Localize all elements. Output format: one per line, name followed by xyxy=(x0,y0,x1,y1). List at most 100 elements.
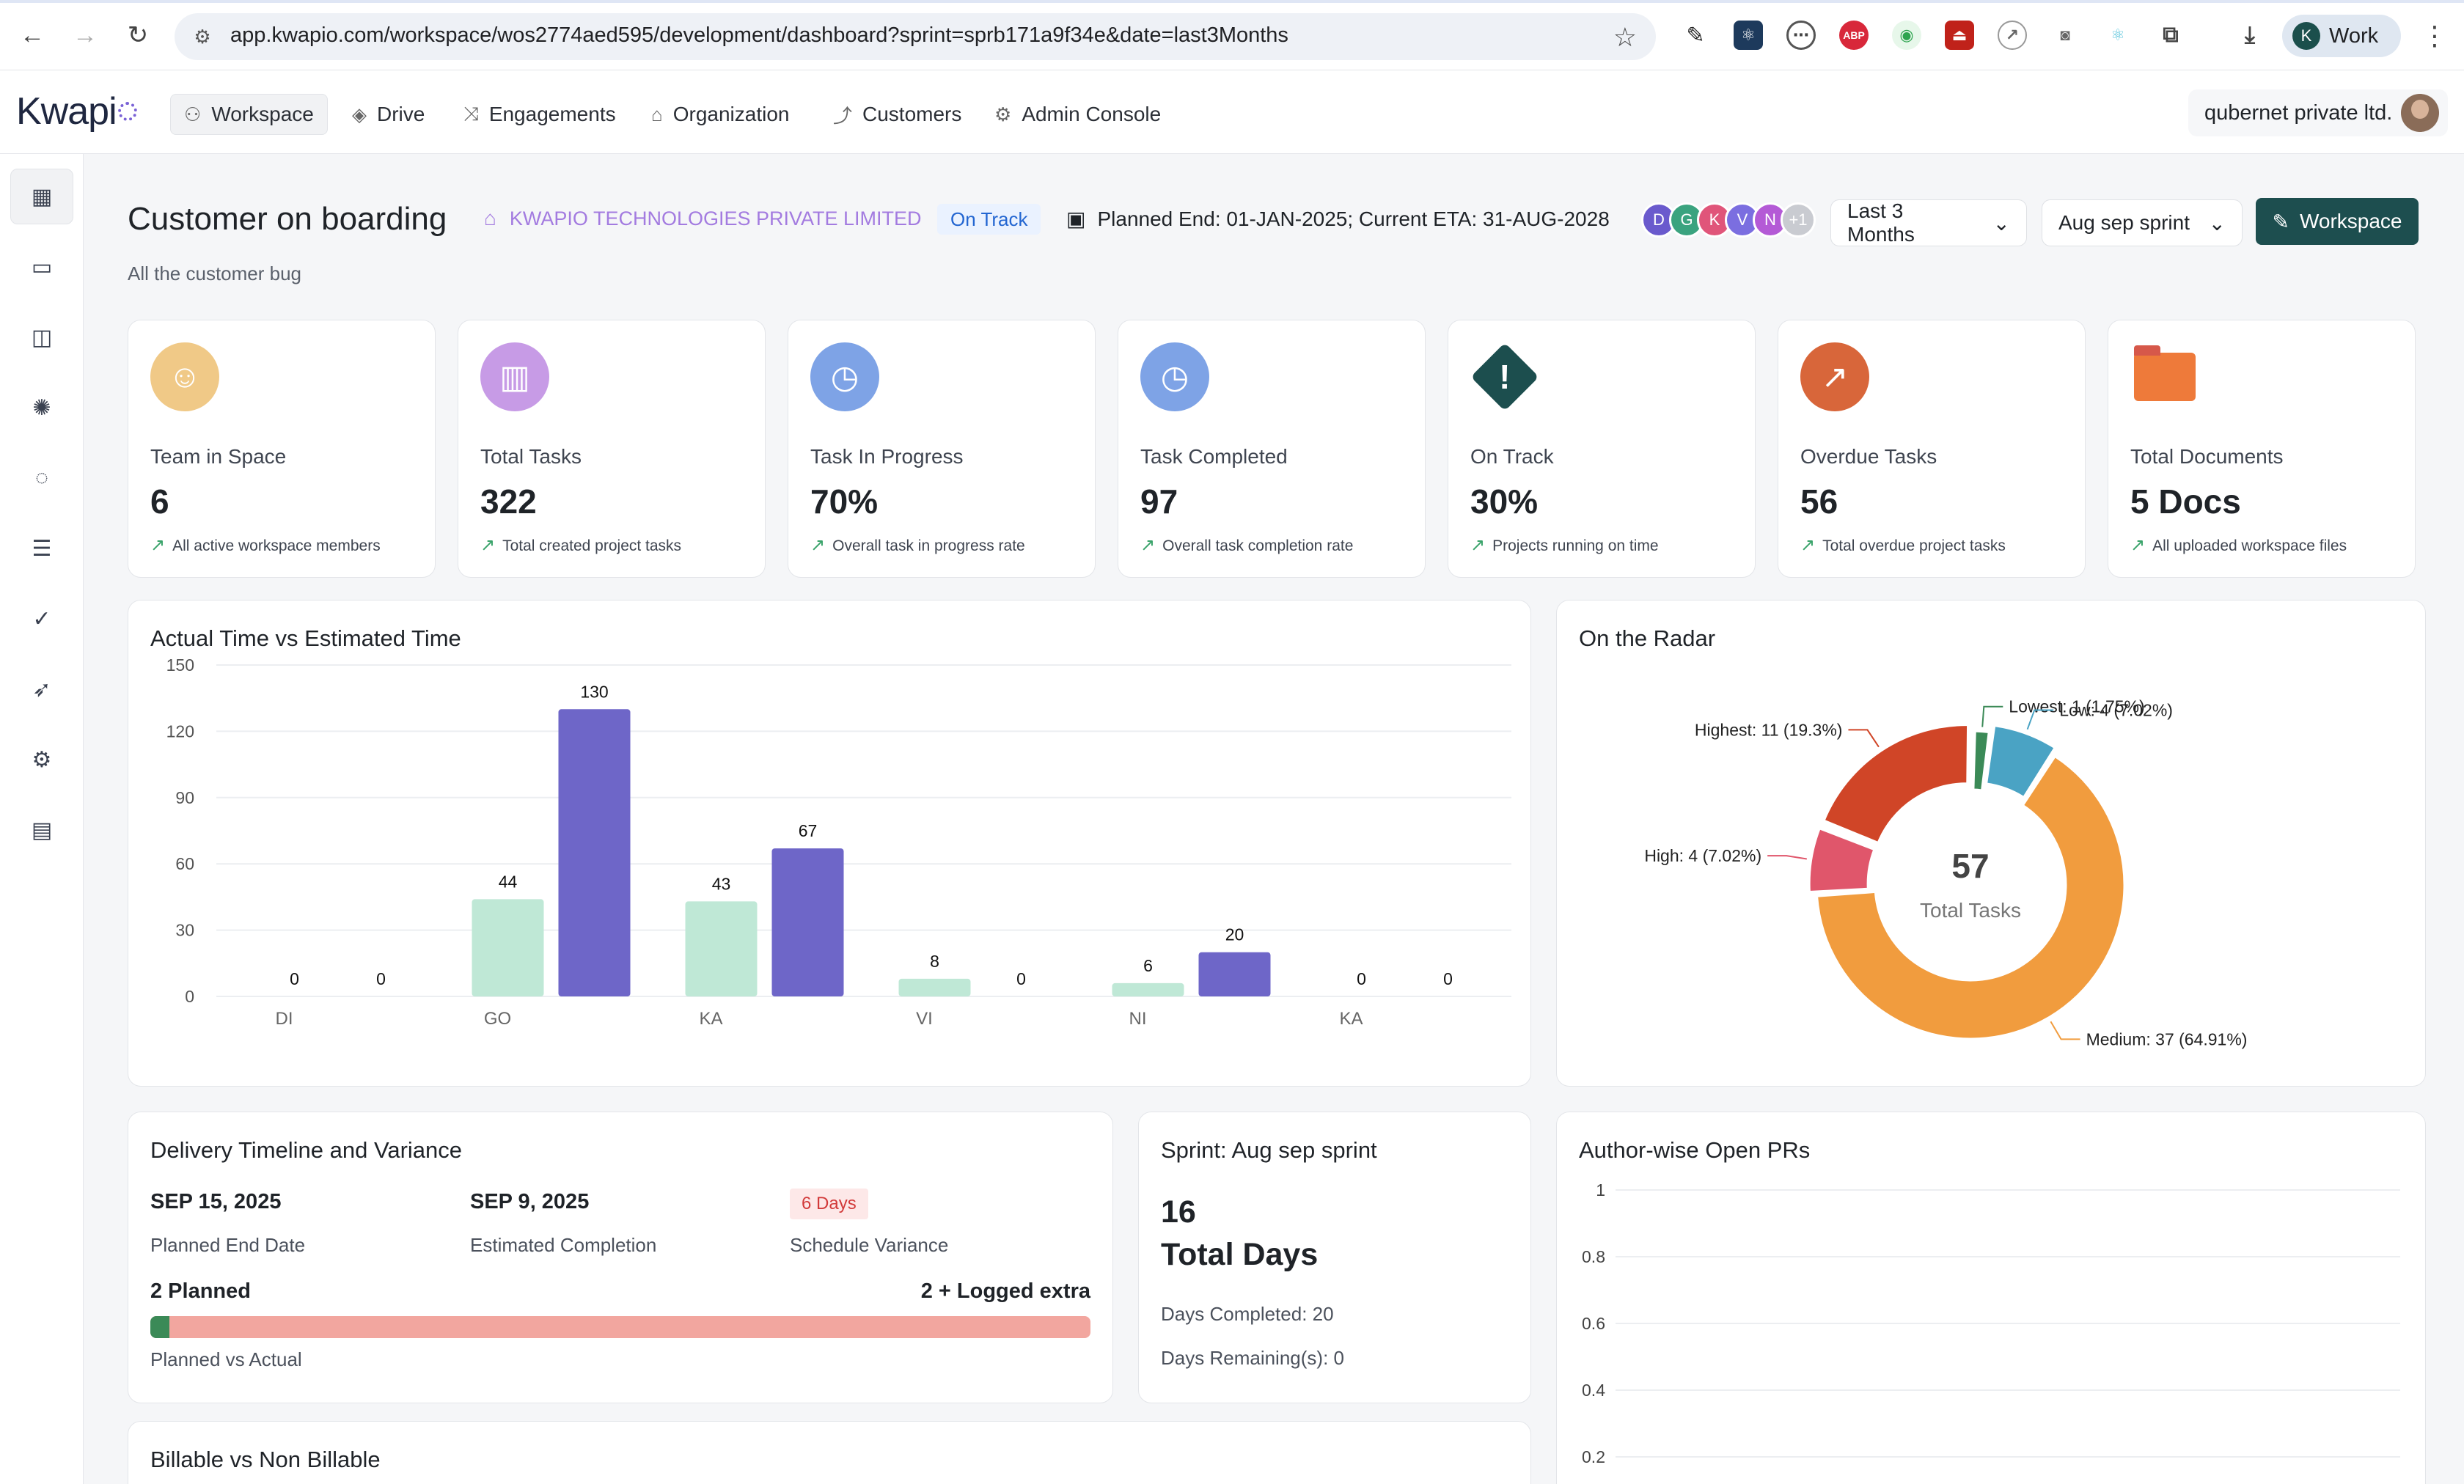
nav-customers[interactable]: ⤴ Customers xyxy=(820,94,975,135)
stat-card[interactable]: ◷ Task In Progress 70% ↗ Overall task in pro… xyxy=(788,320,1096,578)
bar xyxy=(685,901,758,996)
nav-organization[interactable]: ⌂ Organization xyxy=(638,94,802,135)
stat-card[interactable]: ! On Track 30% ↗ Projects running on time xyxy=(1448,320,1756,578)
settings-icon[interactable]: ⚙ xyxy=(32,747,52,772)
profile-label: Work xyxy=(2329,24,2379,48)
nav-engagements[interactable]: ⤨ Engagements xyxy=(450,94,629,135)
user-avatar[interactable] xyxy=(2401,94,2439,132)
planned-end-date: SEP 15, 2025 xyxy=(150,1190,282,1213)
sprint-select[interactable]: Aug sep sprint ⌄ xyxy=(2042,199,2243,246)
bar-value-label: 0 xyxy=(376,969,386,988)
nav-workspace[interactable]: ⚇ Workspace xyxy=(170,94,328,135)
url-text[interactable]: app.kwapio.com/workspace/wos2774aed595/d… xyxy=(230,23,1288,47)
y-tick-label: 0.8 xyxy=(1582,1247,1605,1266)
y-tick-label: 0.2 xyxy=(1582,1447,1605,1466)
chat-icon[interactable]: ◌ xyxy=(35,466,48,490)
document-icon[interactable]: ▤ xyxy=(31,818,53,842)
pie-slice xyxy=(1984,724,2057,799)
more-avatars-badge[interactable]: +1 xyxy=(1781,202,1816,238)
pdf-extension-icon[interactable]: ⏏ xyxy=(1945,21,1974,50)
react-devtools-icon[interactable]: ⚛ xyxy=(1734,21,1763,50)
stat-value: 322 xyxy=(480,482,537,521)
eyedropper-extension-icon[interactable]: ✎ xyxy=(1686,23,1705,48)
variance-label: Schedule Variance xyxy=(790,1234,949,1256)
board-icon[interactable]: ◫ xyxy=(31,325,53,350)
reload-icon[interactable]: ↻ xyxy=(127,21,149,49)
bookmark-star-icon[interactable]: ☆ xyxy=(1613,22,1637,52)
planned-end-label: Planned End Date xyxy=(150,1234,306,1256)
alert-diamond-icon: ! xyxy=(1470,342,1539,411)
browser-toolbar: ← → ↻ ⚙ app.kwapio.com/workspace/wos2774… xyxy=(0,0,2464,70)
calendar-icon[interactable]: ▭ xyxy=(31,254,53,279)
sprint-card: Sprint: Aug sep sprint 16 Total Days Day… xyxy=(1138,1112,1531,1403)
slice-leader-line xyxy=(2050,1021,2080,1040)
stat-card[interactable]: Total Documents 5 Docs ↗ All uploaded works… xyxy=(2108,320,2416,578)
donut-center-label: Total Tasks xyxy=(1920,899,2021,922)
stat-card[interactable]: ◷ Task Completed 97 ↗ Overall task completio… xyxy=(1118,320,1426,578)
code-extension-icon[interactable]: ⋯ xyxy=(1786,21,1816,50)
bar-value-label: 8 xyxy=(930,952,939,971)
download-icon[interactable]: ⤓ xyxy=(2244,21,2256,48)
company-link[interactable]: ⌂ KWAPIO TECHNOLOGIES PRIVATE LIMITED xyxy=(484,207,922,230)
billable-card: Billable vs Non Billable xyxy=(128,1421,1531,1484)
react-icon[interactable]: ⚛ xyxy=(2111,26,2125,44)
stat-card[interactable]: ▥ Total Tasks 322 ↗ Total created project ta… xyxy=(458,320,766,578)
back-icon[interactable]: ← xyxy=(20,21,45,49)
avatar[interactable]: K xyxy=(1697,202,1732,238)
planned-vs-actual-caption: Planned vs Actual xyxy=(150,1348,302,1370)
stat-note-text: Projects running on time xyxy=(1492,537,1659,554)
extensions-puzzle-icon[interactable]: ⧉ xyxy=(2163,23,2179,47)
adblock-icon[interactable]: ABP xyxy=(1839,21,1869,50)
task-check-icon[interactable]: ✓ xyxy=(32,606,51,631)
stat-value: 70% xyxy=(810,482,879,521)
kwapio-logo[interactable]: Kwapi xyxy=(16,89,137,133)
building-icon: ⌂ xyxy=(484,207,496,229)
browser-menu-icon[interactable]: ⋮ xyxy=(2421,21,2448,51)
days-remaining: Days Remaining(s): 0 xyxy=(1161,1347,1344,1369)
page-title: Customer on boarding xyxy=(128,201,447,237)
nav-admin-console-label: Admin Console xyxy=(1022,103,1162,125)
sparkle-icon[interactable]: ✺ xyxy=(32,395,51,420)
stat-card[interactable]: ↗ Overdue Tasks 56 ↗ Total overdue project t… xyxy=(1778,320,2086,578)
stack-icon[interactable]: ☰ xyxy=(32,536,52,561)
status-badge: On Track xyxy=(937,204,1041,235)
stat-label: Total Documents xyxy=(2130,445,2284,468)
workspace-button-label: Workspace xyxy=(2299,210,2402,232)
stat-value: 6 xyxy=(150,482,169,521)
company-name: KWAPIO TECHNOLOGIES PRIVATE LIMITED xyxy=(509,207,922,229)
days-completed: Days Completed: 20 xyxy=(1161,1303,1334,1325)
dashboard-icon[interactable]: ▦ xyxy=(10,169,73,224)
y-tick-label: 90 xyxy=(175,788,194,807)
address-bar[interactable]: ⚙ app.kwapio.com/workspace/wos2774aed595… xyxy=(175,13,1656,60)
workspace-icon: ⚇ xyxy=(184,103,202,125)
tab-strip-edge xyxy=(0,0,2464,3)
author-prs-chart: 1 0.8 0.6 0.4 0.2 xyxy=(1582,1180,2400,1466)
nav-admin-console[interactable]: ⚙ Admin Console xyxy=(981,94,1174,135)
forward-icon[interactable]: → xyxy=(73,21,98,49)
slice-label: Low: 4 (7.02%) xyxy=(2059,700,2173,719)
camera-extension-icon[interactable]: ◙ xyxy=(2060,26,2070,44)
rocket-icon[interactable]: ➶ xyxy=(32,677,51,702)
nav-drive[interactable]: ◈ Drive xyxy=(339,94,438,135)
stat-value: 5 Docs xyxy=(2130,482,2241,521)
bar-chart-icon: ▥ xyxy=(480,342,549,411)
green-extension-icon[interactable]: ◉ xyxy=(1892,21,1921,50)
date-range-select[interactable]: Last 3 Months ⌄ xyxy=(1830,199,2027,246)
x-tick-label: DI xyxy=(276,1009,293,1029)
site-settings-icon[interactable]: ⚙ xyxy=(194,26,211,48)
stat-label: Overdue Tasks xyxy=(1800,445,1937,468)
stat-note-text: All uploaded workspace files xyxy=(2152,537,2347,554)
planned-dates-text: Planned End: 01-JAN-2025; Current ETA: 3… xyxy=(1097,207,1610,230)
on-the-radar-chart: Lowest: 1 (1.75%)Low: 4 (7.02%) Medium: 3… xyxy=(1644,697,2247,1049)
y-tick-label: 0.4 xyxy=(1582,1381,1605,1400)
admin-console-icon: ⚙ xyxy=(994,103,1012,125)
variance-badge: 6 Days xyxy=(790,1189,868,1219)
org-switcher[interactable]: qubernet private ltd. xyxy=(2188,89,2448,136)
planned-count: 2 Planned xyxy=(150,1279,251,1303)
profile-chip[interactable]: K Work xyxy=(2282,15,2401,57)
stat-value: 97 xyxy=(1140,482,1178,521)
compass-extension-icon[interactable]: ↗ xyxy=(1998,21,2027,50)
stat-card[interactable]: ☺ Team in Space 6 ↗ All active workspace mem… xyxy=(128,320,436,578)
slice-label: Lowest: 1 (1.75%) xyxy=(2009,697,2144,716)
workspace-button[interactable]: ✎ Workspace xyxy=(2256,198,2419,245)
